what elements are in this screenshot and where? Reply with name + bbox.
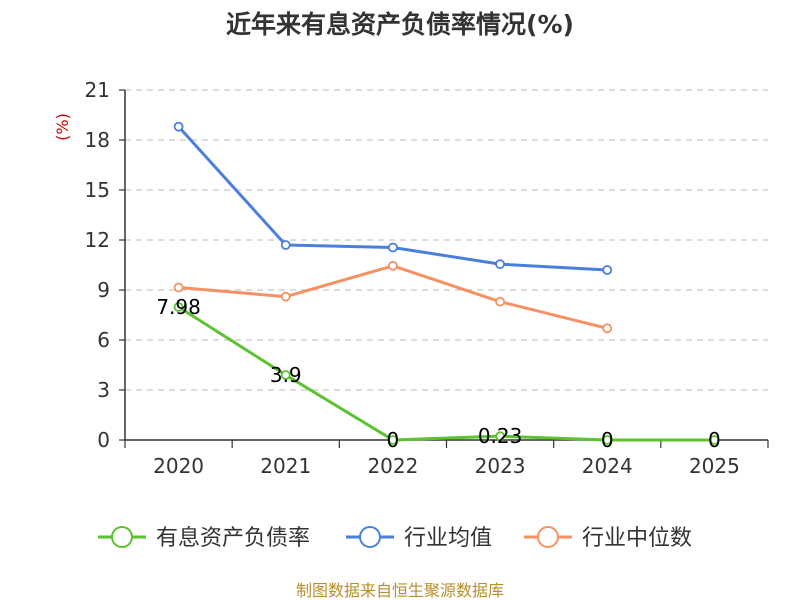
legend-label-0: 有息资产负债率	[156, 526, 310, 551]
x-tick-label-2025: 2025	[689, 454, 740, 478]
data-label-2023: 0.23	[478, 424, 523, 448]
point-2-2020	[173, 282, 184, 293]
series-1	[173, 121, 613, 275]
legend[interactable]: 有息资产负债率 行业均值 行业中位数	[98, 526, 692, 551]
y-tick-label-9: 9	[97, 278, 110, 302]
x-tick-label-2024: 2024	[582, 454, 633, 478]
legend-item-1[interactable]: 行业均值	[346, 526, 492, 551]
series-line-0	[177, 305, 715, 442]
y-tick-label-0: 0	[97, 428, 110, 452]
point-2-2023	[495, 296, 505, 307]
x-tick-label-2022: 2022	[367, 454, 418, 478]
point-0-2022	[388, 435, 398, 445]
series-group	[173, 121, 720, 445]
point-1-2021	[280, 240, 291, 250]
point-1-2023	[495, 259, 505, 270]
y-tick-label-18: 18	[85, 128, 110, 152]
data-label-2020: 7.98	[156, 295, 201, 319]
x-tick-label-2020: 2020	[153, 454, 204, 478]
legend-label-1: 行业均值	[404, 526, 492, 551]
point-0-2024	[602, 435, 613, 445]
series-line-2	[178, 264, 608, 330]
point-1-2022	[388, 242, 398, 253]
data-label-2025: 0	[708, 428, 721, 452]
series-0	[173, 302, 720, 445]
data-label-2024: 0	[601, 428, 614, 452]
axes: 0 3 6 9 12 15 18 21 2020 2021 2022 2023 2024 2025	[85, 78, 769, 478]
point-0-2020	[173, 302, 184, 312]
point-0-2021	[280, 370, 291, 380]
x-tick-label-2021: 2021	[260, 454, 311, 478]
y-tick-label-6: 6	[97, 328, 110, 352]
point-1-2024	[602, 265, 613, 275]
legend-item-0[interactable]: 有息资产负债率	[98, 526, 310, 551]
data-labels: 7.98 3.9 0 0.23 0 0	[156, 295, 720, 452]
y-axis-label: (%)	[53, 113, 72, 141]
series-2	[173, 260, 613, 334]
point-2-2024	[602, 323, 613, 334]
y-tick-label-12: 12	[85, 228, 110, 252]
chart-title: 近年来有息资产负债率情况(%)	[226, 10, 574, 39]
data-label-2021: 3.9	[270, 363, 302, 387]
gridlines	[125, 89, 768, 391]
point-2-2022	[388, 260, 398, 271]
legend-label-2: 行业中位数	[582, 526, 692, 551]
data-label-2022: 0	[387, 428, 400, 452]
y-tick-label-3: 3	[97, 378, 110, 402]
source-note: 制图数据来自恒生聚源数据库	[296, 581, 504, 600]
point-2-2021	[280, 291, 291, 302]
x-tick-label-2023: 2023	[475, 454, 526, 478]
point-1-2020	[173, 121, 184, 132]
legend-item-2[interactable]: 行业中位数	[524, 526, 692, 551]
y-tick-label-15: 15	[85, 178, 110, 202]
point-0-2023	[495, 431, 505, 442]
legend-marker-1	[359, 526, 381, 548]
legend-marker-0	[111, 526, 133, 548]
legend-marker-2	[537, 526, 559, 548]
y-tick-label-21: 21	[85, 78, 110, 102]
point-0-2025	[709, 435, 720, 445]
